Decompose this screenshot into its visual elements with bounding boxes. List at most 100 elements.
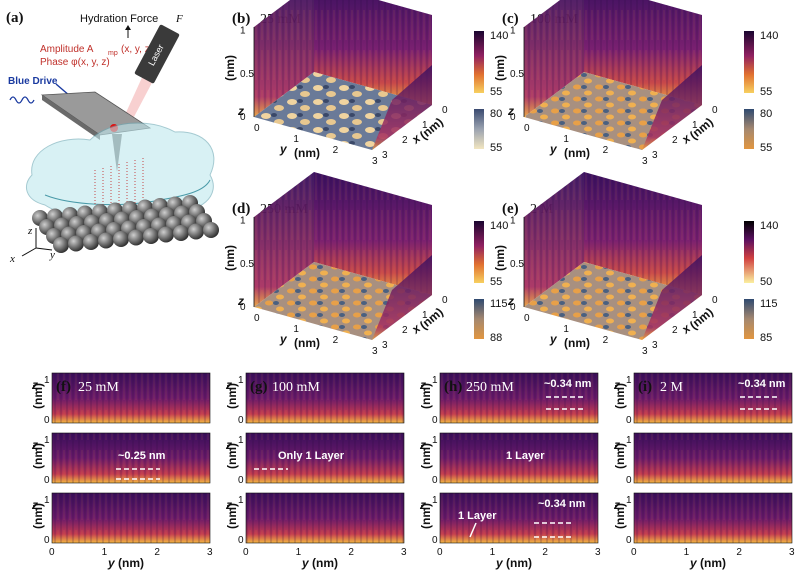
x-tick: 2 bbox=[402, 325, 408, 336]
z-tick: 0 bbox=[626, 535, 632, 546]
substrate-lattice bbox=[32, 195, 219, 253]
axis-x-label: x bbox=[9, 253, 15, 265]
x-tick: 1 bbox=[692, 120, 698, 131]
lattice-atom-36 bbox=[98, 232, 114, 249]
y-tick: 0 bbox=[49, 547, 55, 558]
phase-label: Phase φ(x, y, z) bbox=[40, 57, 110, 68]
z-label: z bbox=[225, 438, 232, 452]
colorbar-bot-max: 80 bbox=[760, 108, 772, 120]
annotation-top: ~0.34 nm bbox=[544, 378, 592, 390]
z-label: z bbox=[419, 498, 426, 512]
strip-frame bbox=[633, 372, 793, 424]
y-tick: 0 bbox=[254, 123, 260, 134]
colorbar-top-min: 50 bbox=[760, 276, 772, 288]
z-tick: 0.5 bbox=[240, 259, 254, 270]
colorbar-floor bbox=[744, 299, 754, 339]
z-label: z bbox=[31, 378, 38, 392]
z-label: z bbox=[237, 104, 244, 118]
z-tick: 0 bbox=[238, 415, 244, 426]
back-wall-texture bbox=[314, 0, 432, 105]
z-unit: (nm) bbox=[493, 55, 507, 81]
strip-frame bbox=[439, 372, 599, 424]
amplitude-label: Amplitude A bbox=[40, 44, 94, 55]
lattice-atom-35 bbox=[83, 234, 99, 250]
x-tick: 3 bbox=[382, 340, 388, 351]
amplitude-args: (x, y, z) bbox=[121, 44, 153, 55]
colorbar-bot-min: 55 bbox=[490, 142, 502, 154]
z-tick: 0 bbox=[238, 535, 244, 546]
strip-frame bbox=[245, 492, 405, 544]
x-unit: (nm) bbox=[687, 115, 716, 142]
panel-concentration: 250 mM bbox=[466, 380, 514, 395]
panel-label: (e) bbox=[502, 201, 519, 217]
strip-frame bbox=[51, 372, 211, 424]
y-label: y bbox=[301, 556, 310, 570]
strip-frame bbox=[245, 372, 405, 424]
x-axis-line bbox=[21, 247, 37, 257]
panel-2d-0: 10(nm)z10(nm)z10(nm)z(f) 25 mM~0.25 nm0 1 2… bbox=[31, 372, 213, 570]
z-tick: 1 bbox=[510, 26, 516, 37]
x-tick: 2 bbox=[672, 325, 678, 336]
y-tick: 3 bbox=[372, 346, 378, 357]
strip-texture bbox=[52, 373, 210, 423]
panel-label: (g) bbox=[250, 379, 268, 395]
colorbar-top-max: 140 bbox=[490, 220, 508, 232]
z-tick: 1 bbox=[44, 375, 50, 386]
y-tick: 0 bbox=[437, 547, 443, 558]
y-unit: (nm) bbox=[294, 336, 320, 350]
z-label: z bbox=[419, 438, 426, 452]
x-tick: 0 bbox=[442, 105, 448, 116]
right-wall bbox=[642, 255, 702, 340]
x-tick: 3 bbox=[652, 150, 658, 161]
strip-texture bbox=[52, 493, 210, 543]
z-label: z bbox=[507, 104, 514, 118]
left-wall-texture bbox=[524, 0, 584, 117]
z-unit: (nm) bbox=[225, 443, 239, 469]
z-unit: (nm) bbox=[493, 245, 507, 271]
strip-frame bbox=[633, 432, 793, 484]
y-label: y bbox=[107, 556, 116, 570]
y-label: y bbox=[549, 332, 558, 346]
y-unit: (nm) bbox=[294, 146, 320, 160]
z-tick: 0 bbox=[626, 415, 632, 426]
strip-texture bbox=[634, 433, 792, 483]
z-label: z bbox=[507, 294, 514, 308]
panel-3d-0: (b)25 mM00.51(nm)z0123y(nm)3210x(nm)1405… bbox=[223, 0, 508, 167]
z-tick: 0.5 bbox=[240, 69, 254, 80]
x-tick: 0 bbox=[712, 105, 718, 116]
panel-3d-2: (d)250 mM00.51(nm)z0123y(nm)3210x(nm)140… bbox=[223, 172, 508, 357]
z-tick: 0 bbox=[432, 475, 438, 486]
y-unit: (nm) bbox=[564, 336, 590, 350]
laser-source bbox=[134, 24, 180, 84]
x-tick: 0 bbox=[442, 295, 448, 306]
x-tick: 2 bbox=[672, 135, 678, 146]
panel-a-label: (a) bbox=[6, 10, 24, 26]
z-label: z bbox=[225, 498, 232, 512]
colorbar-phase bbox=[744, 221, 754, 283]
panels-2d: 10(nm)z10(nm)z10(nm)z(f) 25 mM~0.25 nm0 1 2… bbox=[31, 372, 795, 570]
back-wall-texture bbox=[314, 172, 432, 295]
z-unit: (nm) bbox=[613, 443, 627, 469]
strip-frame bbox=[633, 492, 793, 544]
y-axis-line bbox=[35, 247, 53, 251]
z-tick: 0 bbox=[240, 302, 246, 313]
y-tick: 1 bbox=[563, 324, 569, 335]
z-unit: (nm) bbox=[419, 443, 433, 469]
y-tick: 1 bbox=[684, 547, 690, 558]
y-unit: (nm) bbox=[506, 556, 532, 570]
z-label: z bbox=[225, 378, 232, 392]
z-tick: 1 bbox=[510, 216, 516, 227]
layer-arrow bbox=[469, 522, 477, 538]
strip-texture bbox=[634, 493, 792, 543]
force-symbol: F bbox=[175, 13, 183, 25]
z-tick: 1 bbox=[238, 375, 244, 386]
colorbar-bot-max: 80 bbox=[490, 108, 502, 120]
annotation-mid: 1 Layer bbox=[506, 450, 545, 462]
colorbar-floor bbox=[474, 109, 484, 149]
panels-3d: (b)25 mM00.51(nm)z0123y(nm)3210x(nm)1405… bbox=[223, 0, 778, 357]
colorbar-floor bbox=[474, 299, 484, 339]
y-tick: 0 bbox=[524, 123, 530, 134]
y-tick: 3 bbox=[207, 547, 213, 558]
